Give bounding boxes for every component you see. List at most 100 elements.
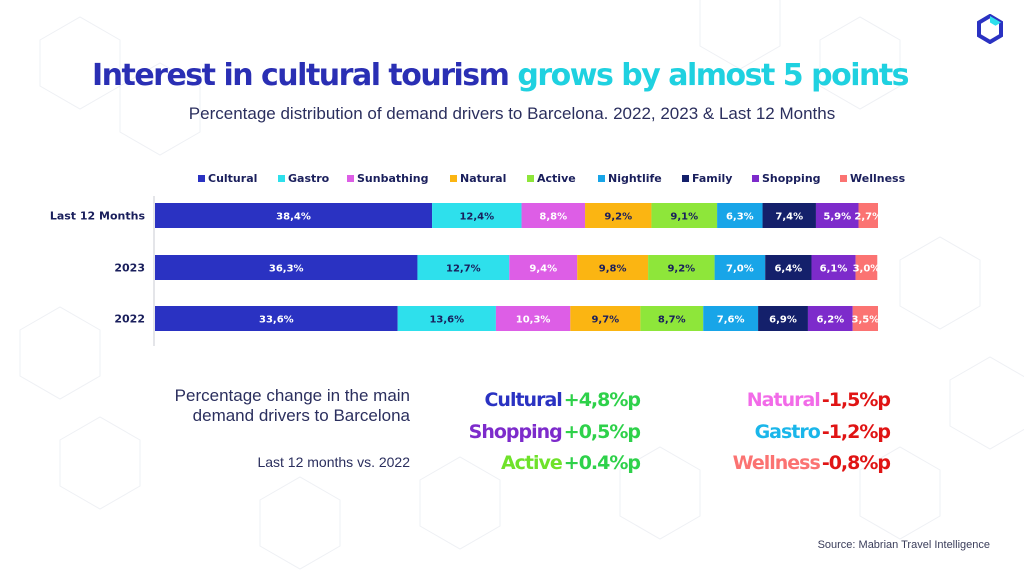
- change-value: -1,2%p: [821, 421, 891, 443]
- bar-segment-sunbathing: [521, 203, 586, 228]
- data-label: 12,4%: [459, 212, 494, 223]
- data-label: 10,3%: [516, 315, 551, 326]
- bar-segment-gastro: [432, 203, 522, 228]
- change-item-active: Active +0.4%p: [440, 452, 641, 474]
- bar-segment-natural: [585, 203, 652, 228]
- bar-row-last-12-months: Last 12 Months 38,4% 12,4% 8,8% 9,2% 9,1% 6,3%…: [50, 203, 882, 228]
- data-label: 13,6%: [429, 315, 464, 326]
- legend-item-natural: Natural: [450, 172, 506, 185]
- legend-label: Natural: [460, 172, 506, 185]
- change-driver-name: Natural: [746, 389, 821, 411]
- bar-segment-gastro: [417, 255, 510, 280]
- data-label: 9,4%: [529, 264, 557, 275]
- data-label: 6,1%: [820, 264, 848, 275]
- category-label: Last 12 Months: [50, 210, 146, 223]
- stacked-bar-chart: Cultural Gastro Sunbathing Natural Active Nig…: [50, 172, 906, 346]
- legend-swatch: [347, 175, 354, 182]
- data-label: 3,0%: [853, 264, 881, 275]
- bar-segment-cultural: [155, 306, 398, 331]
- change-value: +0,5%p: [563, 421, 641, 443]
- bar-segment-shopping: [807, 306, 853, 331]
- data-label: 9,7%: [591, 315, 619, 326]
- title-part-1: Interest in cultural tourism: [91, 58, 510, 93]
- data-label: 6,9%: [769, 315, 797, 326]
- change-value: -0,8%p: [821, 452, 891, 474]
- bar-segment-nightlife: [717, 203, 763, 228]
- bar-segment-sunbathing: [495, 306, 571, 331]
- bar-segment-natural: [570, 306, 641, 331]
- change-driver-name: Active: [500, 452, 563, 474]
- bar-row-2022: 2022 33,6% 13,6% 10,3% 9,7% 8,7% 7,6% 6,9% 6,2% 3…: [114, 306, 879, 331]
- legend-swatch: [598, 175, 605, 182]
- bar-segment-active: [651, 203, 718, 228]
- legend-label: Family: [692, 172, 732, 185]
- data-label: 38,4%: [276, 212, 311, 223]
- bar-segment-active: [640, 306, 704, 331]
- legend-item-family: Family: [682, 172, 732, 185]
- legend-item-nightlife: Nightlife: [598, 172, 662, 185]
- bar-segment-cultural: [155, 203, 433, 228]
- bar-segment-gastro: [397, 306, 496, 331]
- bar-segment-wellness: [852, 306, 878, 331]
- bar-segment-wellness: [855, 255, 878, 280]
- change-value: +0.4%p: [563, 452, 641, 474]
- data-label: 12,7%: [446, 264, 481, 275]
- legend-swatch: [682, 175, 689, 182]
- title-part-2: grows by almost 5 points: [517, 58, 909, 93]
- legend-label: Shopping: [762, 172, 821, 185]
- legend-item-gastro: Gastro: [278, 172, 330, 185]
- legend-label: Cultural: [208, 172, 257, 185]
- legend-swatch: [527, 175, 534, 182]
- bar-segment-natural: [577, 255, 649, 280]
- data-label: 36,3%: [269, 264, 304, 275]
- bar-segment-cultural: [155, 255, 418, 280]
- category-label: 2023: [114, 262, 145, 275]
- brand-logo-icon: [977, 14, 1003, 44]
- legend-label: Gastro: [288, 172, 330, 185]
- legend-label: Sunbathing: [357, 172, 428, 185]
- chart-bars: Last 12 Months 38,4% 12,4% 8,8% 9,2% 9,1% 6,3%…: [50, 203, 882, 331]
- data-label: 2,7%: [854, 212, 882, 223]
- data-label: 9,1%: [670, 212, 698, 223]
- legend-swatch: [450, 175, 457, 182]
- chart-legend: Cultural Gastro Sunbathing Natural Active Nig…: [198, 172, 906, 185]
- data-label: 8,7%: [658, 315, 686, 326]
- bar-segment-nightlife: [703, 306, 759, 331]
- data-label: 33,6%: [259, 315, 294, 326]
- data-label: 9,2%: [667, 264, 695, 275]
- change-value: -1,5%p: [821, 389, 891, 411]
- legend-swatch: [198, 175, 205, 182]
- bar-segment-sunbathing: [509, 255, 578, 280]
- data-label: 5,9%: [823, 212, 851, 223]
- bar-segment-family: [758, 306, 808, 331]
- legend-item-cultural: Cultural: [198, 172, 257, 185]
- data-label: 8,8%: [539, 212, 567, 223]
- source-note: Source: Mabrian Travel Intelligence: [817, 539, 990, 551]
- legend-swatch: [752, 175, 759, 182]
- legend-label: Wellness: [850, 172, 906, 185]
- legend-label: Nightlife: [608, 172, 662, 185]
- bar-segment-shopping: [815, 203, 859, 228]
- legend-item-active: Active: [527, 172, 576, 185]
- change-item-wellness: Wellness -0,8%p: [690, 452, 891, 474]
- change-driver-name: Cultural: [484, 389, 562, 411]
- change-item-shopping: Shopping +0,5%p: [440, 421, 641, 443]
- data-label: 6,4%: [774, 264, 802, 275]
- change-driver-name: Gastro: [754, 421, 821, 443]
- bar-segment-active: [648, 255, 715, 280]
- change-section-subtitle: Last 12 months vs. 2022: [257, 454, 410, 470]
- bar-row-2023: 2023 36,3% 12,7% 9,4% 9,8% 9,2% 7,0% 6,4% 6,1% 3,…: [114, 255, 880, 280]
- legend-swatch: [278, 175, 285, 182]
- bar-segment-wellness: [858, 203, 878, 228]
- change-item-gastro: Gastro -1,2%p: [690, 421, 891, 443]
- data-label: 6,3%: [726, 212, 754, 223]
- bar-segment-nightlife: [714, 255, 766, 280]
- legend-item-sunbathing: Sunbathing: [347, 172, 428, 185]
- legend-swatch: [840, 175, 847, 182]
- bar-segment-shopping: [811, 255, 856, 280]
- data-label: 9,8%: [599, 264, 627, 275]
- legend-item-shopping: Shopping: [752, 172, 821, 185]
- change-driver-name: Wellness: [732, 452, 821, 474]
- data-label: 9,2%: [604, 212, 632, 223]
